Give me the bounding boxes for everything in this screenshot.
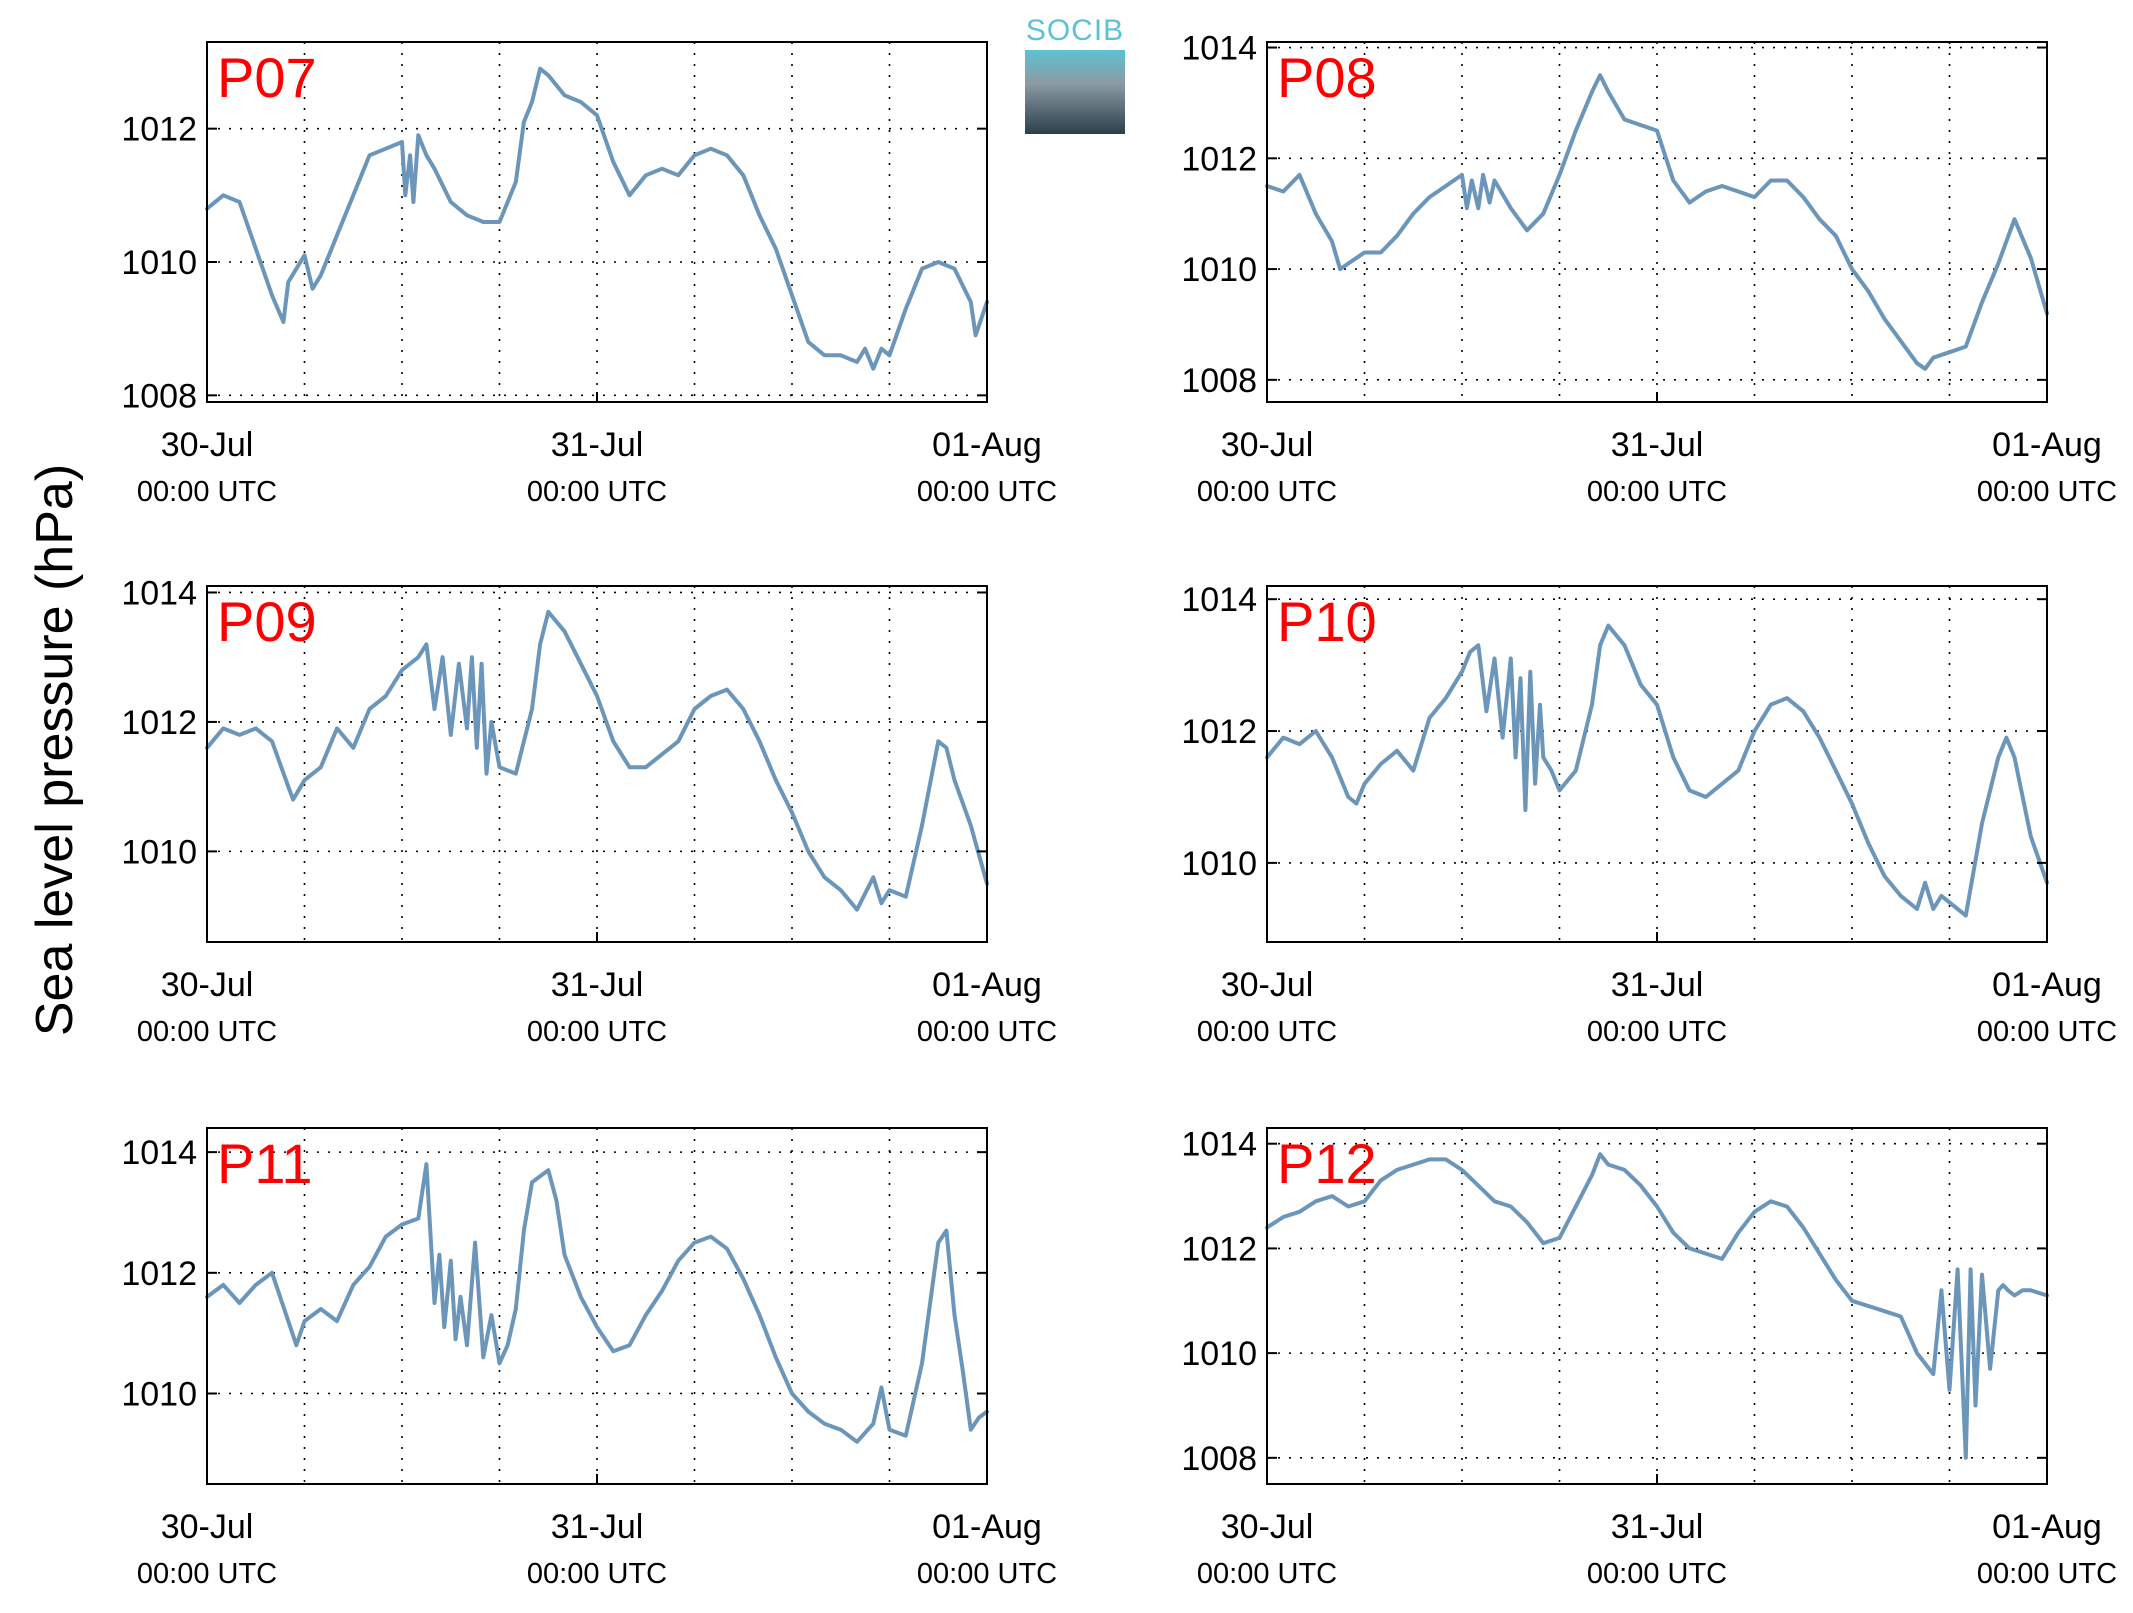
x-tick-label-date: 31-Jul: [551, 966, 644, 1004]
x-tick-label-date: 31-Jul: [1611, 426, 1704, 464]
x-tick-label-date: 01-Aug: [932, 426, 1042, 464]
panel-label: P09: [217, 590, 317, 653]
y-tick-label: 1010: [1181, 1335, 1257, 1373]
x-tick-label-time: 00:00 UTC: [1587, 476, 1727, 508]
y-tick-label: 1012: [121, 1255, 197, 1293]
x-tick-label-time: 00:00 UTC: [1977, 476, 2117, 508]
y-tick-label: 1010: [1181, 251, 1257, 289]
axes-frame: [1266, 41, 2048, 403]
data-series-line: [1265, 623, 2049, 918]
y-tick-label: 1008: [121, 377, 197, 415]
y-tick-label: 1012: [121, 111, 197, 149]
x-tick-label-time: 00:00 UTC: [137, 1016, 277, 1048]
x-tick-label-time: 00:00 UTC: [137, 1558, 277, 1590]
chart-panel-p11: 1010 1012 1014 30-Jul 00:00 UTC 31-Jul 00:00 U…: [121, 1127, 1057, 1590]
x-tick-label-date: 01-Aug: [932, 966, 1042, 1004]
x-tick-label-time: 00:00 UTC: [1587, 1016, 1727, 1048]
y-tick-label: 1010: [1181, 845, 1257, 883]
y-tick-label: 1008: [1181, 362, 1257, 400]
panel-label: P11: [217, 1132, 312, 1195]
x-tick-label-time: 00:00 UTC: [1197, 1558, 1337, 1590]
x-tick-label-date: 30-Jul: [1221, 426, 1314, 464]
panel-label: P08: [1277, 46, 1377, 109]
y-axis-label: Sea level pressure (hPa): [26, 463, 84, 1037]
x-tick-label-time: 00:00 UTC: [527, 476, 667, 508]
chart-panel-p08: 1008 1010 1012 1014 30-Jul 00:00 UTC 31-Jul 00:…: [1181, 30, 2117, 508]
panel-label: P07: [217, 46, 317, 109]
x-tick-label-date: 30-Jul: [161, 426, 254, 464]
x-tick-label-date: 30-Jul: [1221, 966, 1314, 1004]
x-tick-label-time: 00:00 UTC: [1587, 1558, 1727, 1590]
y-tick-label: 1012: [121, 704, 197, 742]
y-tick-label: 1014: [1181, 581, 1257, 619]
x-tick-label-time: 00:00 UTC: [1977, 1016, 2117, 1048]
chart-panel-p10: 1010 1012 1014 30-Jul 00:00 UTC 31-Jul 00:00 U…: [1181, 581, 2117, 1048]
y-tick-label: 1014: [1181, 30, 1257, 68]
y-tick-label: 1014: [121, 574, 197, 612]
chart-panel-p12: 1008 1010 1012 1014 30-Jul 00:00 UTC 31-Jul 00:…: [1181, 1126, 2117, 1590]
x-tick-label-date: 31-Jul: [551, 1508, 644, 1546]
chart-panel-p09: 1010 1012 1014 30-Jul 00:00 UTC 31-Jul 00:00 U…: [121, 574, 1057, 1048]
x-tick-label-date: 01-Aug: [1992, 966, 2102, 1004]
x-tick-label-date: 01-Aug: [1992, 426, 2102, 464]
x-tick-label-date: 01-Aug: [932, 1508, 1042, 1546]
panel-label: P10: [1277, 590, 1377, 653]
panel-label: P12: [1277, 1132, 1377, 1195]
data-series-line: [1265, 73, 2049, 371]
data-series-line: [205, 1162, 989, 1444]
x-tick-label-time: 00:00 UTC: [1977, 1558, 2117, 1590]
socib-logo: SOCIB: [1025, 14, 1125, 134]
x-tick-label-time: 00:00 UTC: [527, 1016, 667, 1048]
y-tick-label: 1012: [1181, 1230, 1257, 1268]
logo-text: SOCIB: [1025, 14, 1125, 47]
x-tick-label-time: 00:00 UTC: [1197, 476, 1337, 508]
x-tick-label-time: 00:00 UTC: [137, 476, 277, 508]
y-tick-label: 1010: [121, 244, 197, 282]
y-tick-label: 1014: [1181, 1126, 1257, 1164]
x-tick-label-time: 00:00 UTC: [917, 1558, 1057, 1590]
y-tick-label: 1014: [121, 1134, 197, 1172]
data-series-line: [205, 66, 989, 371]
x-tick-label-date: 30-Jul: [161, 1508, 254, 1546]
y-tick-label: 1010: [121, 1375, 197, 1413]
logo-graphic: [1025, 50, 1125, 134]
x-tick-label-date: 31-Jul: [1611, 1508, 1704, 1546]
x-tick-label-date: 31-Jul: [1611, 966, 1704, 1004]
y-tick-label: 1010: [121, 833, 197, 871]
axes-frame: [206, 41, 988, 403]
x-tick-label-date: 30-Jul: [1221, 1508, 1314, 1546]
x-tick-label-date: 31-Jul: [551, 426, 644, 464]
y-tick-label: 1012: [1181, 140, 1257, 178]
x-tick-label-time: 00:00 UTC: [527, 1558, 667, 1590]
data-series-line: [205, 609, 989, 912]
x-tick-label-time: 00:00 UTC: [1197, 1016, 1337, 1048]
y-tick-label: 1012: [1181, 713, 1257, 751]
x-tick-label-time: 00:00 UTC: [917, 1016, 1057, 1048]
x-tick-label-date: 30-Jul: [161, 966, 254, 1004]
x-tick-label-date: 01-Aug: [1992, 1508, 2102, 1546]
chart-panel-p07: 1008 1010 1012 30-Jul 00:00 UTC 31-Jul 00:00 U…: [121, 41, 1057, 508]
x-tick-label-time: 00:00 UTC: [917, 476, 1057, 508]
data-series-line: [1265, 1152, 2049, 1460]
y-tick-label: 1008: [1181, 1440, 1257, 1478]
